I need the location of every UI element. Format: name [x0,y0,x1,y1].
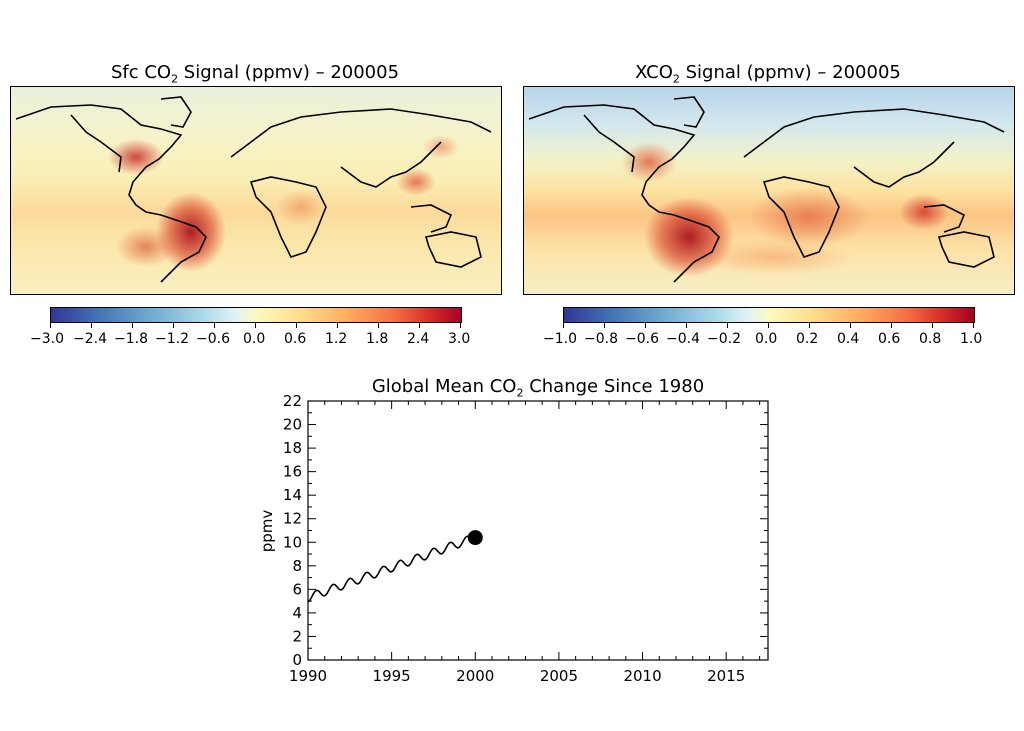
global-mean-line-chart: 0 2 4 6 8 10 12 14 16 18 20 22 1990 1995 2000 2005 2010… [258,395,769,685]
xco2-title-rest: Signal (ppmv) – 200005 [679,62,901,83]
sfc-cbar-label: −1.8 [114,331,148,347]
sfc-colorbar [50,307,462,323]
xco2-coastlines [528,96,1005,283]
y-tick-label: 8 [292,557,302,575]
xco2-colorbar-tickmarks [563,322,974,328]
x-tick-label: 2015 [707,667,745,685]
sfc-title-rest: Signal (ppmv) – 200005 [178,62,400,83]
x-tick-label: 2010 [623,667,661,685]
y-tick-label: 18 [283,439,302,457]
y-tick-label: 2 [292,627,302,645]
y-tick-label: 4 [292,604,302,622]
chart-title-main: Global Mean CO [371,376,517,397]
sfc-colorbar-tickmarks [50,322,461,328]
sfc-title-main: Sfc CO [110,62,172,83]
xco2-cbar-label: −0.4 [666,331,700,347]
sfc-cbar-label: 2.4 [407,331,430,347]
xco2-cbar-label: −0.8 [584,331,618,347]
sfc-cbar-label: 1.8 [366,331,389,347]
xco2-cbar-label: 0.6 [878,331,901,347]
sfc-title-sub: 2 [171,72,179,86]
sfc-cbar-label: 3.0 [448,331,471,347]
sfc-cbar-label: −2.4 [73,331,107,347]
chart-title-rest: Change Since 1980 [523,376,705,397]
sfc-cbar-label: 1.2 [325,331,348,347]
y-tick-label: 12 [283,510,302,528]
sfc-colorbar-labels: −3.0 −2.4 −1.8 −1.2 −0.6 0.0 0.6 1.2 1.8… [30,331,480,349]
sfc-cbar-label: −1.2 [155,331,189,347]
sfc-signal-map [10,86,502,295]
xco2-cbar-label: −0.2 [707,331,741,347]
xco2-cbar-label: 0.2 [796,331,819,347]
x-tick-label: 1995 [373,667,411,685]
xco2-title-main: XCO [635,62,673,83]
sfc-coastlines [15,96,492,283]
global-mean-chart-title: Global Mean CO2 Change Since 1980 [308,376,768,400]
y-tick-label: 14 [283,486,302,504]
chart-title-sub: 2 [516,386,524,400]
sfc-map-title: Sfc CO2 Signal (ppmv) – 200005 [10,62,500,86]
plot-frame [307,400,769,661]
y-axis-label: ppmv [258,510,276,553]
xco2-colorbar-labels: −1.0 −0.8 −0.6 −0.4 −0.2 0.0 0.2 0.4 0.6… [543,331,1003,349]
sfc-cbar-label: −0.6 [196,331,230,347]
xco2-cbar-label: −1.0 [543,331,577,347]
xco2-cbar-label: 0.4 [837,331,860,347]
sfc-cbar-label: 0.6 [284,331,307,347]
xco2-title-sub: 2 [672,72,680,86]
xco2-cbar-label: 0.0 [755,331,778,347]
y-tick-label: 10 [283,533,302,551]
xco2-signal-map [523,86,1015,295]
y-tick-label: 20 [283,416,302,434]
x-axis-ticks: 1990 1995 2000 2005 2010 2015 [289,401,761,685]
x-tick-label: 2005 [540,667,578,685]
xco2-cbar-label: 1.0 [960,331,983,347]
sfc-cbar-label: 0.0 [243,331,266,347]
x-tick-label: 1990 [289,667,327,685]
y-axis-ticks: 0 2 4 6 8 10 12 14 16 18 20 22 [283,395,768,669]
y-tick-label: 22 [283,395,302,410]
y-tick-label: 0 [292,651,302,669]
current-value-marker [467,530,483,546]
xco2-colorbar [563,307,975,323]
global-mean-series-line [307,535,476,603]
x-tick-label: 2000 [456,667,494,685]
xco2-map-title: XCO2 Signal (ppmv) – 200005 [523,62,1013,86]
y-tick-label: 6 [292,580,302,598]
xco2-cbar-label: 0.8 [919,331,942,347]
sfc-cbar-label: −3.0 [30,331,64,347]
y-tick-label: 16 [283,463,302,481]
xco2-cbar-label: −0.6 [625,331,659,347]
